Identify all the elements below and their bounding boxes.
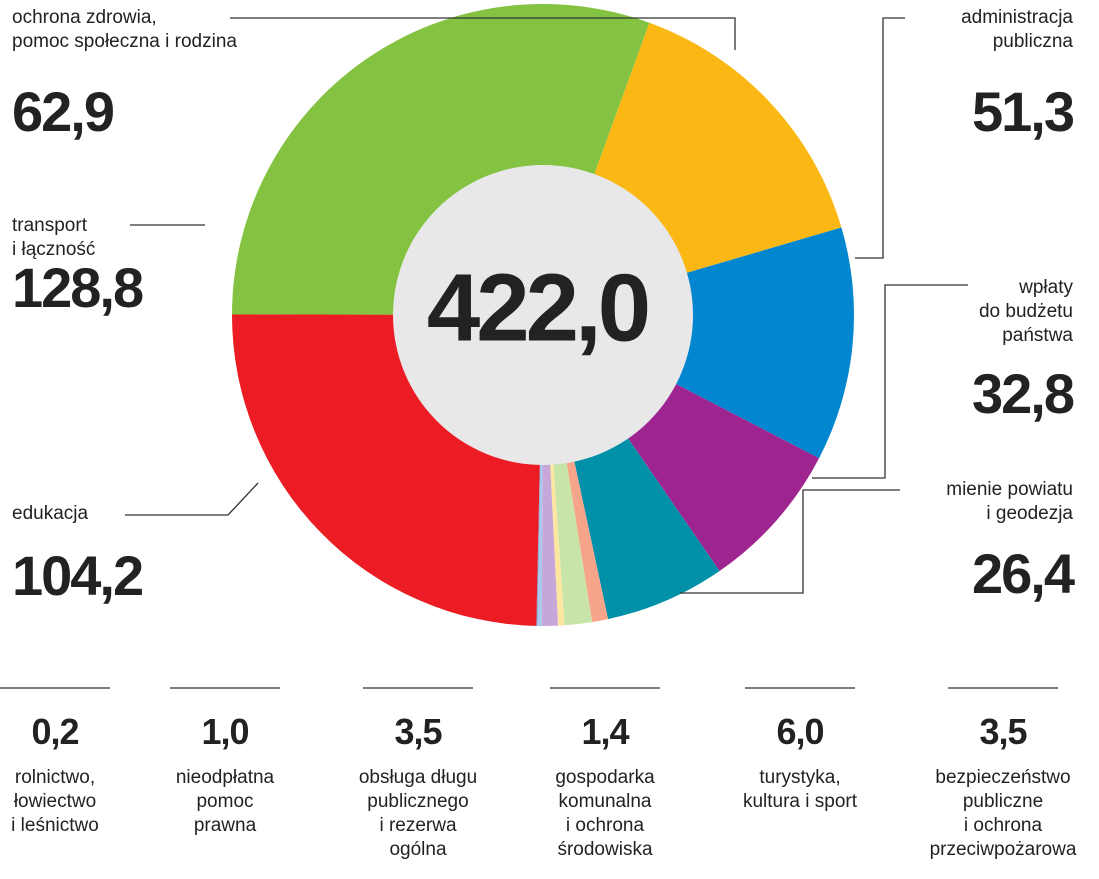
leader-line bbox=[125, 482, 259, 516]
value-label: 3,5 bbox=[979, 711, 1027, 752]
value-label: 62,9 bbox=[12, 80, 115, 143]
category-label: transport i łączność bbox=[12, 215, 96, 260]
value-label: 1,4 bbox=[581, 711, 629, 752]
value-label: 26,4 bbox=[972, 542, 1075, 605]
category-label: obsługa długu publicznego i rezerwa ogól… bbox=[358, 767, 478, 860]
value-label: 32,8 bbox=[972, 362, 1075, 425]
category-label: ochrona zdrowia, pomoc społeczna i rodzi… bbox=[12, 7, 237, 52]
category-label: mienie powiatu i geodezja bbox=[946, 479, 1073, 524]
donut-slice bbox=[543, 227, 854, 459]
value-label: 104,2 bbox=[12, 544, 144, 607]
category-label: edukacja bbox=[12, 503, 89, 524]
value-label: 51,3 bbox=[972, 80, 1075, 143]
category-label: administracja publiczna bbox=[961, 7, 1073, 52]
category-label: turystyka, kultura i sport bbox=[742, 767, 858, 812]
value-label: 6,0 bbox=[776, 711, 824, 752]
category-label: nieodpłatna pomoc prawna bbox=[175, 767, 275, 836]
donut-hole bbox=[393, 165, 693, 465]
center-label: 422,0 bbox=[427, 254, 648, 361]
value-label: 3,5 bbox=[394, 711, 442, 752]
leader-line bbox=[812, 284, 968, 479]
leader-line bbox=[230, 17, 736, 50]
category-label: wpłaty do budżetu państwa bbox=[978, 277, 1073, 346]
leader-line bbox=[680, 489, 900, 594]
leader-line bbox=[855, 17, 905, 259]
category-label: rolnictwo, łowiectwo i leśnictwo bbox=[11, 767, 99, 836]
category-label: gospodarka komunalna i ochrona środowisk… bbox=[555, 767, 655, 860]
value-label: 0,2 bbox=[31, 711, 79, 752]
value-label: 1,0 bbox=[201, 711, 249, 752]
category-label: bezpieczeństwo publiczne i ochrona przec… bbox=[929, 767, 1077, 860]
value-label: 128,8 bbox=[12, 256, 144, 319]
